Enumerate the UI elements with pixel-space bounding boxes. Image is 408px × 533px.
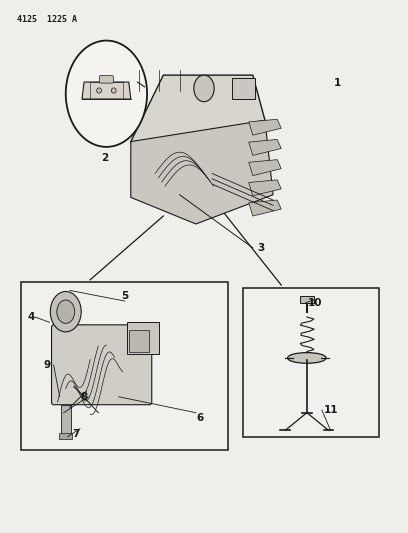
Ellipse shape <box>111 88 116 93</box>
FancyBboxPatch shape <box>51 325 152 405</box>
Ellipse shape <box>288 353 326 364</box>
Text: 2: 2 <box>101 154 108 163</box>
Circle shape <box>50 292 81 332</box>
Bar <box>129 330 149 352</box>
Bar <box>233 78 255 99</box>
Polygon shape <box>249 160 281 175</box>
Text: 3: 3 <box>257 243 264 253</box>
Text: 8: 8 <box>80 392 88 402</box>
Text: 9: 9 <box>44 360 51 370</box>
Circle shape <box>57 300 75 324</box>
Bar <box>21 282 228 450</box>
Bar <box>243 288 379 437</box>
Polygon shape <box>249 119 281 135</box>
Text: 6: 6 <box>196 413 204 423</box>
Circle shape <box>66 41 147 147</box>
Text: 4: 4 <box>27 312 35 322</box>
Text: 11: 11 <box>324 405 339 415</box>
Text: 10: 10 <box>308 297 322 308</box>
Bar <box>127 322 159 354</box>
Polygon shape <box>82 82 131 99</box>
Polygon shape <box>249 200 281 216</box>
Text: 5: 5 <box>121 290 129 301</box>
Bar <box>61 405 71 434</box>
Bar <box>299 296 314 303</box>
Polygon shape <box>249 140 281 156</box>
Polygon shape <box>131 120 273 224</box>
FancyBboxPatch shape <box>100 76 113 83</box>
Bar <box>59 433 72 439</box>
Text: 7: 7 <box>72 429 80 439</box>
Ellipse shape <box>97 88 102 93</box>
Text: 4125  1225 A: 4125 1225 A <box>17 15 77 24</box>
Text: 1: 1 <box>334 78 341 88</box>
Polygon shape <box>249 180 281 196</box>
Polygon shape <box>131 75 265 195</box>
Circle shape <box>194 75 214 102</box>
